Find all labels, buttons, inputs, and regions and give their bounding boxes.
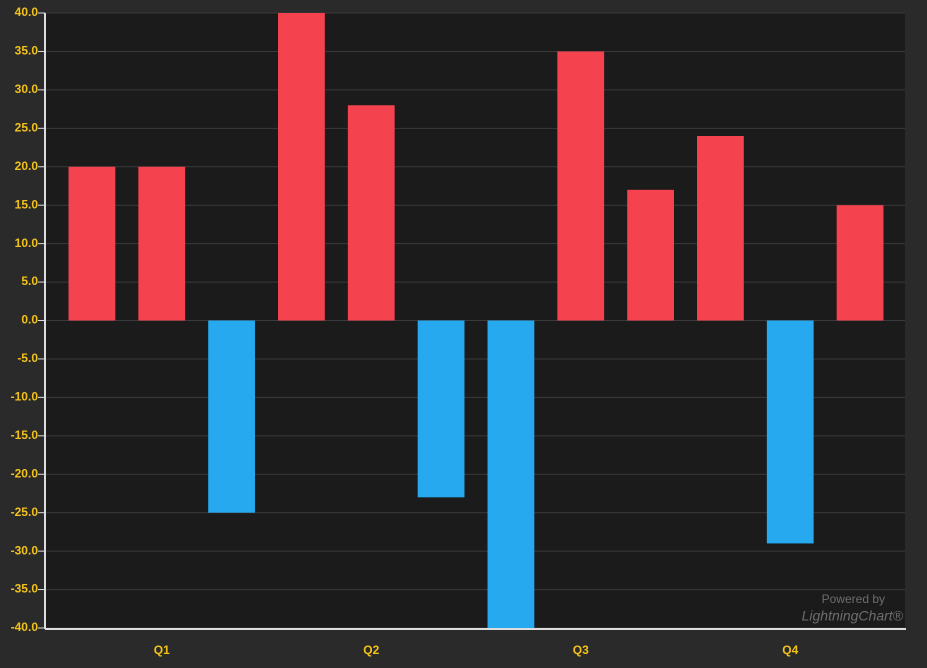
watermark: Powered by: [822, 592, 885, 606]
x-tick-label: Q3: [573, 643, 589, 657]
y-tick-label: -15.0: [11, 428, 39, 442]
y-tick-label: 35.0: [15, 44, 39, 58]
x-tick-label: Q1: [154, 643, 170, 657]
y-tick-label: -30.0: [11, 543, 39, 557]
bar: [557, 51, 605, 321]
x-tick-label: Q2: [363, 643, 379, 657]
y-tick-label: 20.0: [15, 159, 39, 173]
y-tick-label: -25.0: [11, 505, 39, 519]
y-tick-label: -5.0: [17, 351, 38, 365]
bar: [68, 166, 116, 321]
y-tick-label: 25.0: [15, 120, 39, 134]
y-tick-label: 0.0: [21, 313, 38, 327]
y-tick-label: -40.0: [11, 620, 39, 634]
watermark: LightningChart®: [802, 608, 904, 624]
y-tick-label: 10.0: [15, 236, 39, 250]
bar: [417, 320, 465, 498]
bar: [487, 320, 535, 628]
y-tick-label: -10.0: [11, 390, 39, 404]
y-tick-label: 30.0: [15, 82, 39, 96]
bar: [208, 320, 255, 513]
bars: [68, 13, 884, 628]
bar: [766, 320, 814, 544]
y-tick-label: -35.0: [11, 582, 39, 596]
y-tick-label: 15.0: [15, 197, 39, 211]
bar: [278, 13, 325, 321]
bar: [836, 205, 884, 321]
y-tick-label: 40.0: [15, 5, 39, 19]
y-tick-label: 5.0: [21, 274, 38, 288]
x-tick-label: Q4: [782, 643, 798, 657]
y-tick-label: -20.0: [11, 466, 39, 480]
bar: [347, 105, 395, 321]
bar: [138, 166, 186, 321]
bar: [697, 136, 744, 321]
bar: [627, 189, 674, 321]
